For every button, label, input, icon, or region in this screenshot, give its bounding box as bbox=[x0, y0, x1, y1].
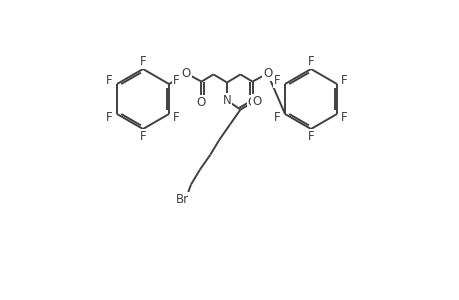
Text: F: F bbox=[106, 111, 112, 124]
Text: Br: Br bbox=[175, 193, 188, 206]
Text: F: F bbox=[140, 130, 146, 143]
Text: F: F bbox=[173, 74, 179, 87]
Text: N: N bbox=[222, 94, 231, 107]
Text: F: F bbox=[341, 74, 347, 87]
Text: O: O bbox=[247, 96, 257, 109]
Text: F: F bbox=[341, 111, 347, 124]
Text: F: F bbox=[140, 55, 146, 68]
Text: O: O bbox=[196, 96, 206, 109]
Text: F: F bbox=[274, 111, 280, 124]
Text: O: O bbox=[262, 67, 272, 80]
Text: F: F bbox=[307, 55, 313, 68]
Text: F: F bbox=[274, 74, 280, 87]
Text: O: O bbox=[252, 94, 261, 108]
Text: F: F bbox=[307, 130, 313, 143]
Text: O: O bbox=[181, 67, 190, 80]
Text: F: F bbox=[106, 74, 112, 87]
Text: F: F bbox=[173, 111, 179, 124]
